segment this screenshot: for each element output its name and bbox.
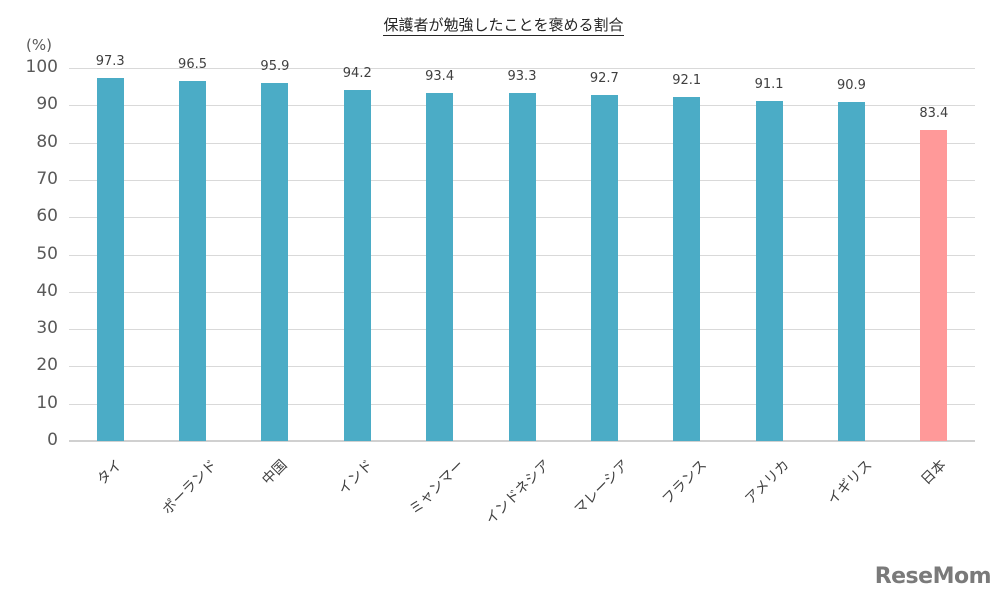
bar	[837, 101, 865, 441]
x-tick-label: 中国	[259, 457, 291, 489]
data-label: 92.7	[589, 71, 619, 87]
x-tick-label: イギリス	[824, 457, 876, 509]
x-tick-label: マレーシア	[571, 457, 633, 518]
y-tick-label: 10	[36, 392, 58, 413]
bar	[920, 129, 948, 441]
x-tick-label: 日本	[918, 457, 950, 489]
bar	[673, 97, 701, 441]
x-axis-line	[69, 440, 975, 442]
bar	[426, 92, 454, 441]
x-tick-label: タイ	[94, 457, 126, 489]
data-label: 94.2	[342, 65, 372, 81]
data-label: 97.3	[95, 54, 125, 70]
data-label: 93.4	[425, 68, 455, 84]
data-label: 96.5	[178, 57, 207, 73]
gridline	[69, 68, 975, 69]
bar	[96, 78, 124, 441]
chart-title: 保護者が勉強したことを褒める割合	[0, 14, 1007, 36]
bar	[179, 81, 207, 441]
chart-title-text: 保護者が勉強したことを褒める割合	[383, 16, 624, 36]
y-tick-label: 30	[36, 318, 58, 339]
x-tick-label: ミャンマー	[406, 457, 468, 518]
data-label: 83.4	[919, 105, 949, 121]
y-axis-unit: (%)	[26, 36, 52, 54]
data-label: 90.9	[836, 77, 866, 93]
y-tick-label: 70	[36, 168, 58, 189]
bar	[343, 89, 371, 441]
y-tick-label: 90	[36, 94, 58, 115]
bar	[590, 95, 618, 441]
bar	[755, 101, 783, 441]
y-tick-label: 80	[36, 131, 58, 152]
x-tick-label: インド	[335, 457, 377, 499]
data-label: 93.3	[507, 68, 537, 84]
bar	[508, 93, 536, 441]
x-tick-label: アメリカ	[742, 457, 793, 508]
y-tick-label: 50	[36, 243, 58, 264]
plot-area: 97.3 96.5 95.9 94.2 93.4 93.3 92.7 92.1 91.1 90.9…	[69, 54, 975, 442]
data-label: 91.1	[754, 77, 784, 93]
x-tick-label: インドネシア	[483, 457, 554, 528]
data-label: 95.9	[260, 59, 290, 75]
resemom-logo: ReseMom	[874, 564, 992, 589]
y-tick-label: 40	[36, 280, 58, 301]
x-tick-label: フランス	[659, 457, 711, 508]
y-tick-label: 20	[36, 355, 58, 376]
bar	[261, 83, 289, 441]
y-tick-label: 60	[36, 206, 58, 227]
y-tick-label: 100	[25, 57, 58, 77]
x-tick-label: ポーランド	[159, 457, 221, 518]
data-label: 92.1	[672, 73, 702, 89]
y-tick-label: 0	[47, 430, 58, 450]
